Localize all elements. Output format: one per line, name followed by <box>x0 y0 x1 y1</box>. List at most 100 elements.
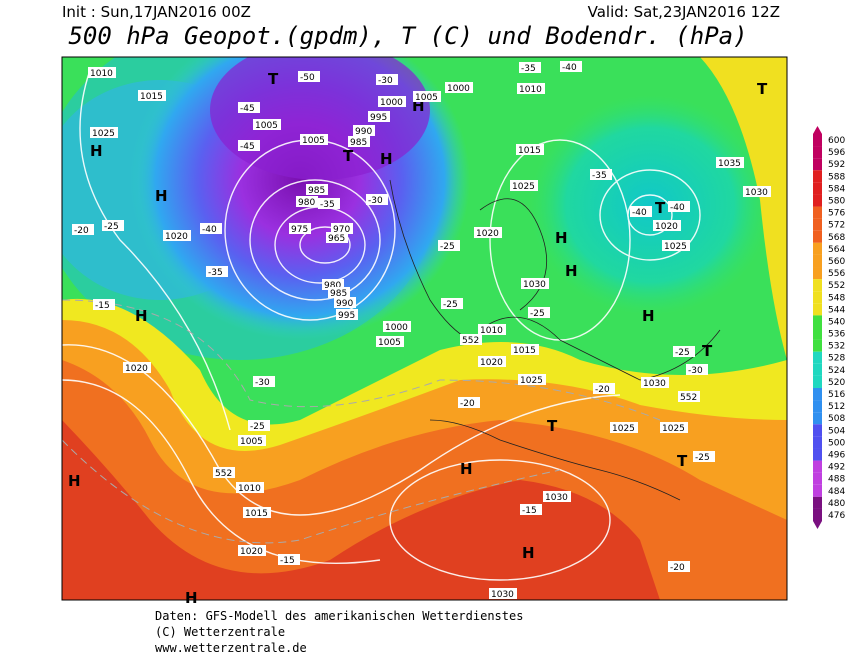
footer-line: Daten: GFS-Modell des amerikanischen Wet… <box>155 609 523 623</box>
map-label: -25 <box>440 242 455 252</box>
colorbar-label: 516 <box>828 390 845 400</box>
colorbar-label: 496 <box>828 451 845 461</box>
label-box <box>163 230 191 241</box>
map-label: 552 <box>215 469 232 479</box>
colorbar-swatch <box>813 387 822 401</box>
label-box <box>438 240 460 251</box>
label-box <box>517 83 545 94</box>
pressure-center: T <box>268 70 279 88</box>
label-box <box>238 545 266 556</box>
map-label: 985 <box>330 289 347 299</box>
label-box <box>236 482 264 493</box>
map-label: -40 <box>670 203 685 213</box>
label-box <box>278 554 300 565</box>
label-box <box>458 397 480 408</box>
label-box <box>378 96 406 107</box>
label-box <box>243 507 271 518</box>
map-label: -45 <box>240 142 255 152</box>
colorbar-swatch <box>813 375 822 388</box>
label-box <box>238 102 260 113</box>
pressure-center: T <box>547 417 558 435</box>
map-label: 1005 <box>302 136 325 146</box>
label-box <box>560 61 582 72</box>
colorbar-label: 572 <box>828 221 845 231</box>
colorbar-swatch <box>813 254 822 268</box>
map-label: -30 <box>378 76 393 86</box>
map-label: 985 <box>350 138 367 148</box>
label-box <box>441 298 463 309</box>
label-box <box>511 344 539 355</box>
valid-time: Valid: Sat,23JAN2016 12Z <box>588 3 780 21</box>
label-box <box>528 307 550 318</box>
colorbar-swatch <box>813 242 822 255</box>
label-box <box>238 435 266 446</box>
label-box <box>322 279 344 290</box>
map-label: 1005 <box>378 338 401 348</box>
label-box <box>593 383 615 394</box>
colorbar-swatch <box>813 424 822 437</box>
label-box <box>123 362 151 373</box>
pressure-center: T <box>702 342 713 360</box>
colorbar-swatch <box>813 230 822 243</box>
colorbar-swatch <box>813 146 822 159</box>
label-box <box>206 266 228 277</box>
colorbar-label: 564 <box>828 245 845 255</box>
map-label: 1020 <box>480 358 503 368</box>
colorbar-label: 552 <box>828 281 845 291</box>
colorbar-swatch <box>813 303 822 316</box>
colorbar-label: 528 <box>828 354 845 364</box>
label-box <box>383 321 411 332</box>
map-label: 990 <box>336 299 353 309</box>
map-label: 985 <box>308 186 325 196</box>
map-title: 500 hPa Geopot.(gpdm), T (C) und Bodendr… <box>68 22 747 50</box>
label-box <box>289 223 311 234</box>
map-label: -20 <box>460 399 475 409</box>
map-label: 1005 <box>255 121 278 131</box>
label-box <box>72 224 94 235</box>
colorbar-label: 532 <box>828 342 845 352</box>
label-box <box>668 561 690 572</box>
label-box <box>90 127 118 138</box>
pressure-center: H <box>135 307 148 325</box>
map-frame <box>61 56 788 601</box>
colorbar-label: 536 <box>828 330 845 340</box>
map-label: 552 <box>462 336 479 346</box>
colorbar-swatch <box>813 448 822 461</box>
label-box <box>328 287 350 298</box>
label-box <box>213 467 235 478</box>
map-label: -50 <box>300 73 315 83</box>
colorbar-swatch <box>813 472 822 485</box>
colorbar-label: 484 <box>828 487 845 497</box>
colorbar-swatch <box>813 206 822 219</box>
map-label: 980 <box>298 198 315 208</box>
label-box <box>668 201 690 212</box>
map-label: -35 <box>521 64 536 74</box>
map-label: 1010 <box>480 326 503 336</box>
colorbar-swatch <box>813 279 822 292</box>
footer-line: www.wetterzentrale.de <box>155 641 307 655</box>
label-box <box>662 240 690 251</box>
map-label: 970 <box>333 225 350 235</box>
colorbar-swatch <box>813 508 822 522</box>
label-box <box>678 391 700 402</box>
label-box <box>376 336 404 347</box>
colorbar-label: 500 <box>828 438 845 448</box>
colorbar-swatch <box>813 170 822 183</box>
map-label: 1020 <box>165 232 188 242</box>
map-label: 1015 <box>518 146 541 156</box>
colorbar-swatch <box>813 436 822 449</box>
label-box <box>489 588 517 599</box>
label-box <box>660 422 688 433</box>
label-box <box>743 186 771 197</box>
colorbar-end <box>813 521 822 530</box>
map-label: 1005 <box>415 93 438 103</box>
map-label: 965 <box>328 234 345 244</box>
label-box <box>543 491 571 502</box>
map-label: 1025 <box>612 424 635 434</box>
label-box <box>366 194 388 205</box>
map-label: -25 <box>695 453 710 463</box>
map-label: 1010 <box>238 484 261 494</box>
init-time: Init : Sun,17JAN2016 00Z <box>62 3 251 21</box>
